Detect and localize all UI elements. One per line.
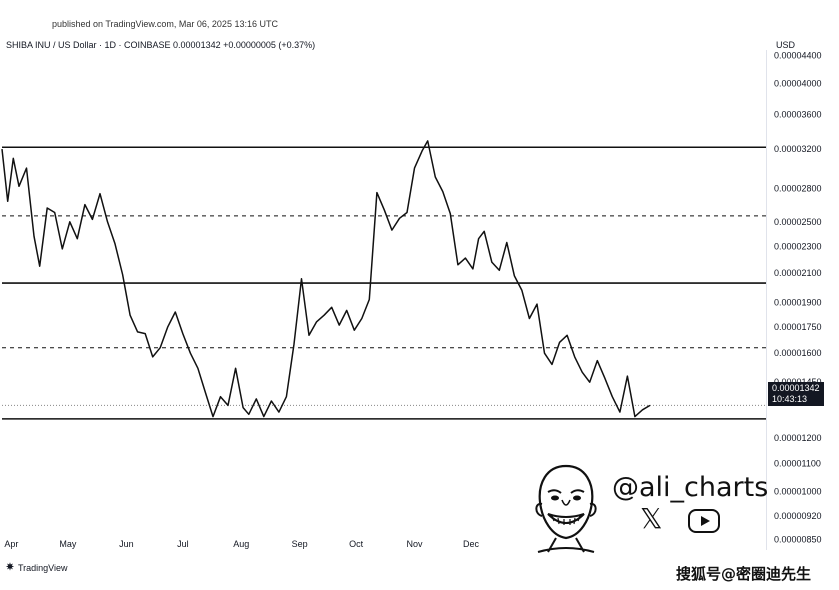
x-tick-label: Nov (407, 539, 424, 549)
last-price-value: 0.00001342 (772, 383, 820, 393)
y-tick-label: 0.00001000 (774, 487, 822, 497)
x-tick-label: Jul (177, 539, 189, 549)
y-tick-label: 0.00001600 (774, 348, 822, 358)
y-tick-label: 0.00001100 (774, 459, 821, 469)
tradingview-logo: 🟎 TradingView (6, 560, 68, 575)
x-tick-label: Aug (233, 539, 249, 549)
y-axis-ticks: 0.00004400 0.00004000 0.00003600 0.00003200… (774, 50, 822, 544)
y-tick-label: 0.00002300 (774, 241, 822, 251)
price-axis-border (766, 50, 767, 550)
y-tick-label: 0.00004400 (774, 50, 822, 60)
last-price-tag: 0.00001342 10:43:13 (768, 382, 824, 406)
horizontal-levels (2, 146, 766, 420)
y-tick-label: 0.00001200 (774, 433, 822, 443)
avatar-caricature (535, 464, 597, 553)
y-tick-label: 0.00003200 (774, 144, 822, 154)
currency-label: USD (776, 40, 796, 50)
tradingview-logo-text: TradingView (18, 562, 68, 573)
y-tick-label: 0.00002500 (774, 217, 822, 227)
y-tick-label: 0.00001900 (774, 298, 822, 308)
x-tick-label: Oct (349, 539, 364, 549)
price-series (1, 140, 651, 418)
x-tick-label: Apr (4, 539, 18, 549)
symbol-info: SHIBA INU / US Dollar · 1D · COINBASE 0.… (6, 40, 316, 50)
y-tick-label: 0.00000920 (774, 511, 822, 521)
published-caption: published on TradingView.com, Mar 06, 20… (52, 19, 278, 29)
x-tick-label: May (59, 539, 77, 549)
price-line (1, 140, 651, 418)
x-axis-ticks: Apr May Jun Jul Aug Sep Oct Nov Dec (4, 539, 479, 549)
x-icon: 𝕏 (640, 502, 663, 535)
source-watermark: 搜狐号@密圈迪先生 (676, 565, 812, 583)
x-tick-label: Jun (119, 539, 134, 549)
y-tick-label: 0.00003600 (774, 109, 822, 119)
author-handle: @ali_charts (612, 472, 769, 503)
y-tick-label: 0.00002800 (774, 183, 822, 193)
y-tick-label: 0.00000850 (774, 534, 822, 544)
x-tick-label: Sep (292, 539, 308, 549)
youtube-icon (688, 509, 720, 533)
x-tick-label: Dec (463, 539, 480, 549)
y-tick-label: 0.00004000 (774, 78, 822, 88)
y-tick-label: 0.00001750 (774, 322, 822, 332)
y-tick-label: 0.00002100 (774, 268, 822, 278)
tradingview-mark-icon: 🟎 (6, 562, 14, 573)
bar-countdown: 10:43:13 (772, 394, 808, 404)
